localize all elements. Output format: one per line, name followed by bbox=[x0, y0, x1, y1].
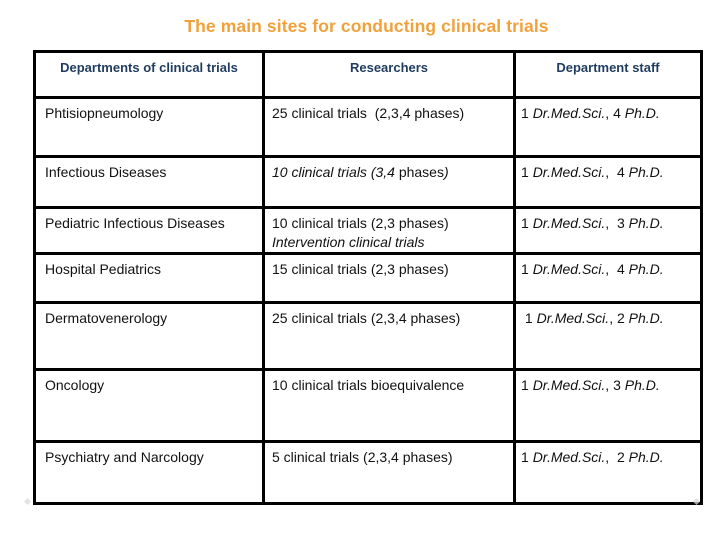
staff-cell: 1 Dr.Med.Sci., 2 Ph.D. bbox=[513, 440, 703, 505]
table-row: Psychiatry and Narcology 5 clinical tria… bbox=[33, 440, 703, 505]
staff-cell: 1 Dr.Med.Sci., 3 Ph.D. bbox=[513, 368, 703, 443]
staff-cell: 1 Dr.Med.Sci., 4 Ph.D. bbox=[513, 96, 703, 158]
table-row: Hospital Pediatrics 15 clinical trials (… bbox=[33, 252, 703, 304]
researchers-cell: 5 clinical trials (2,3,4 phases) bbox=[262, 440, 516, 505]
table-row: Infectious Diseases 10 clinical trials (… bbox=[33, 155, 703, 209]
researchers-cell: 25 clinical trials (2,3,4 phases) bbox=[262, 301, 516, 371]
staff-cell: 1 Dr.Med.Sci., 2 Ph.D. bbox=[513, 301, 703, 371]
table-header-row: Departments of clinical trials Researche… bbox=[33, 50, 703, 99]
department-cell: Infectious Diseases bbox=[33, 155, 265, 209]
department-cell: Psychiatry and Narcology bbox=[33, 440, 265, 505]
department-cell: Phtisiopneumology bbox=[33, 96, 265, 158]
researchers-cell: 25 clinical trials (2,3,4 phases) bbox=[262, 96, 516, 158]
corner-mark-left bbox=[23, 497, 32, 506]
header-departments: Departments of clinical trials bbox=[33, 50, 265, 99]
department-cell: Pediatric Infectious Diseases bbox=[33, 206, 265, 255]
table-row: Phtisiopneumology 25 clinical trials (2,… bbox=[33, 96, 703, 158]
department-cell: Hospital Pediatrics bbox=[33, 252, 265, 304]
clinical-trials-table: Departments of clinical trials Researche… bbox=[33, 50, 703, 505]
staff-cell: 1 Dr.Med.Sci., 3 Ph.D. bbox=[513, 206, 703, 255]
researchers-cell: 15 clinical trials (2,3 phases) bbox=[262, 252, 516, 304]
department-cell: Dermatovenerology bbox=[33, 301, 265, 371]
table-row: Pediatric Infectious Diseases 10 clinica… bbox=[33, 206, 703, 255]
researchers-cell: 10 clinical trials (3,4 phases) bbox=[262, 155, 516, 209]
staff-cell: 1 Dr.Med.Sci., 4 Ph.D. bbox=[513, 155, 703, 209]
page-title: The main sites for conducting clinical t… bbox=[184, 16, 549, 36]
staff-cell: 1 Dr.Med.Sci., 4 Ph.D. bbox=[513, 252, 703, 304]
researchers-cell: 10 clinical trials (2,3 phases) Intervent… bbox=[262, 206, 516, 255]
table: Departments of clinical trials Researche… bbox=[33, 50, 703, 505]
table-row: Oncology 10 clinical trials bioequivalen… bbox=[33, 368, 703, 443]
table-row: Dermatovenerology 25 clinical trials (2,… bbox=[33, 301, 703, 371]
header-researchers: Researchers bbox=[262, 50, 516, 99]
researchers-cell: 10 clinical trials bioequivalence bbox=[262, 368, 516, 443]
header-department-staff: Department staff bbox=[513, 50, 703, 99]
department-cell: Oncology bbox=[33, 368, 265, 443]
